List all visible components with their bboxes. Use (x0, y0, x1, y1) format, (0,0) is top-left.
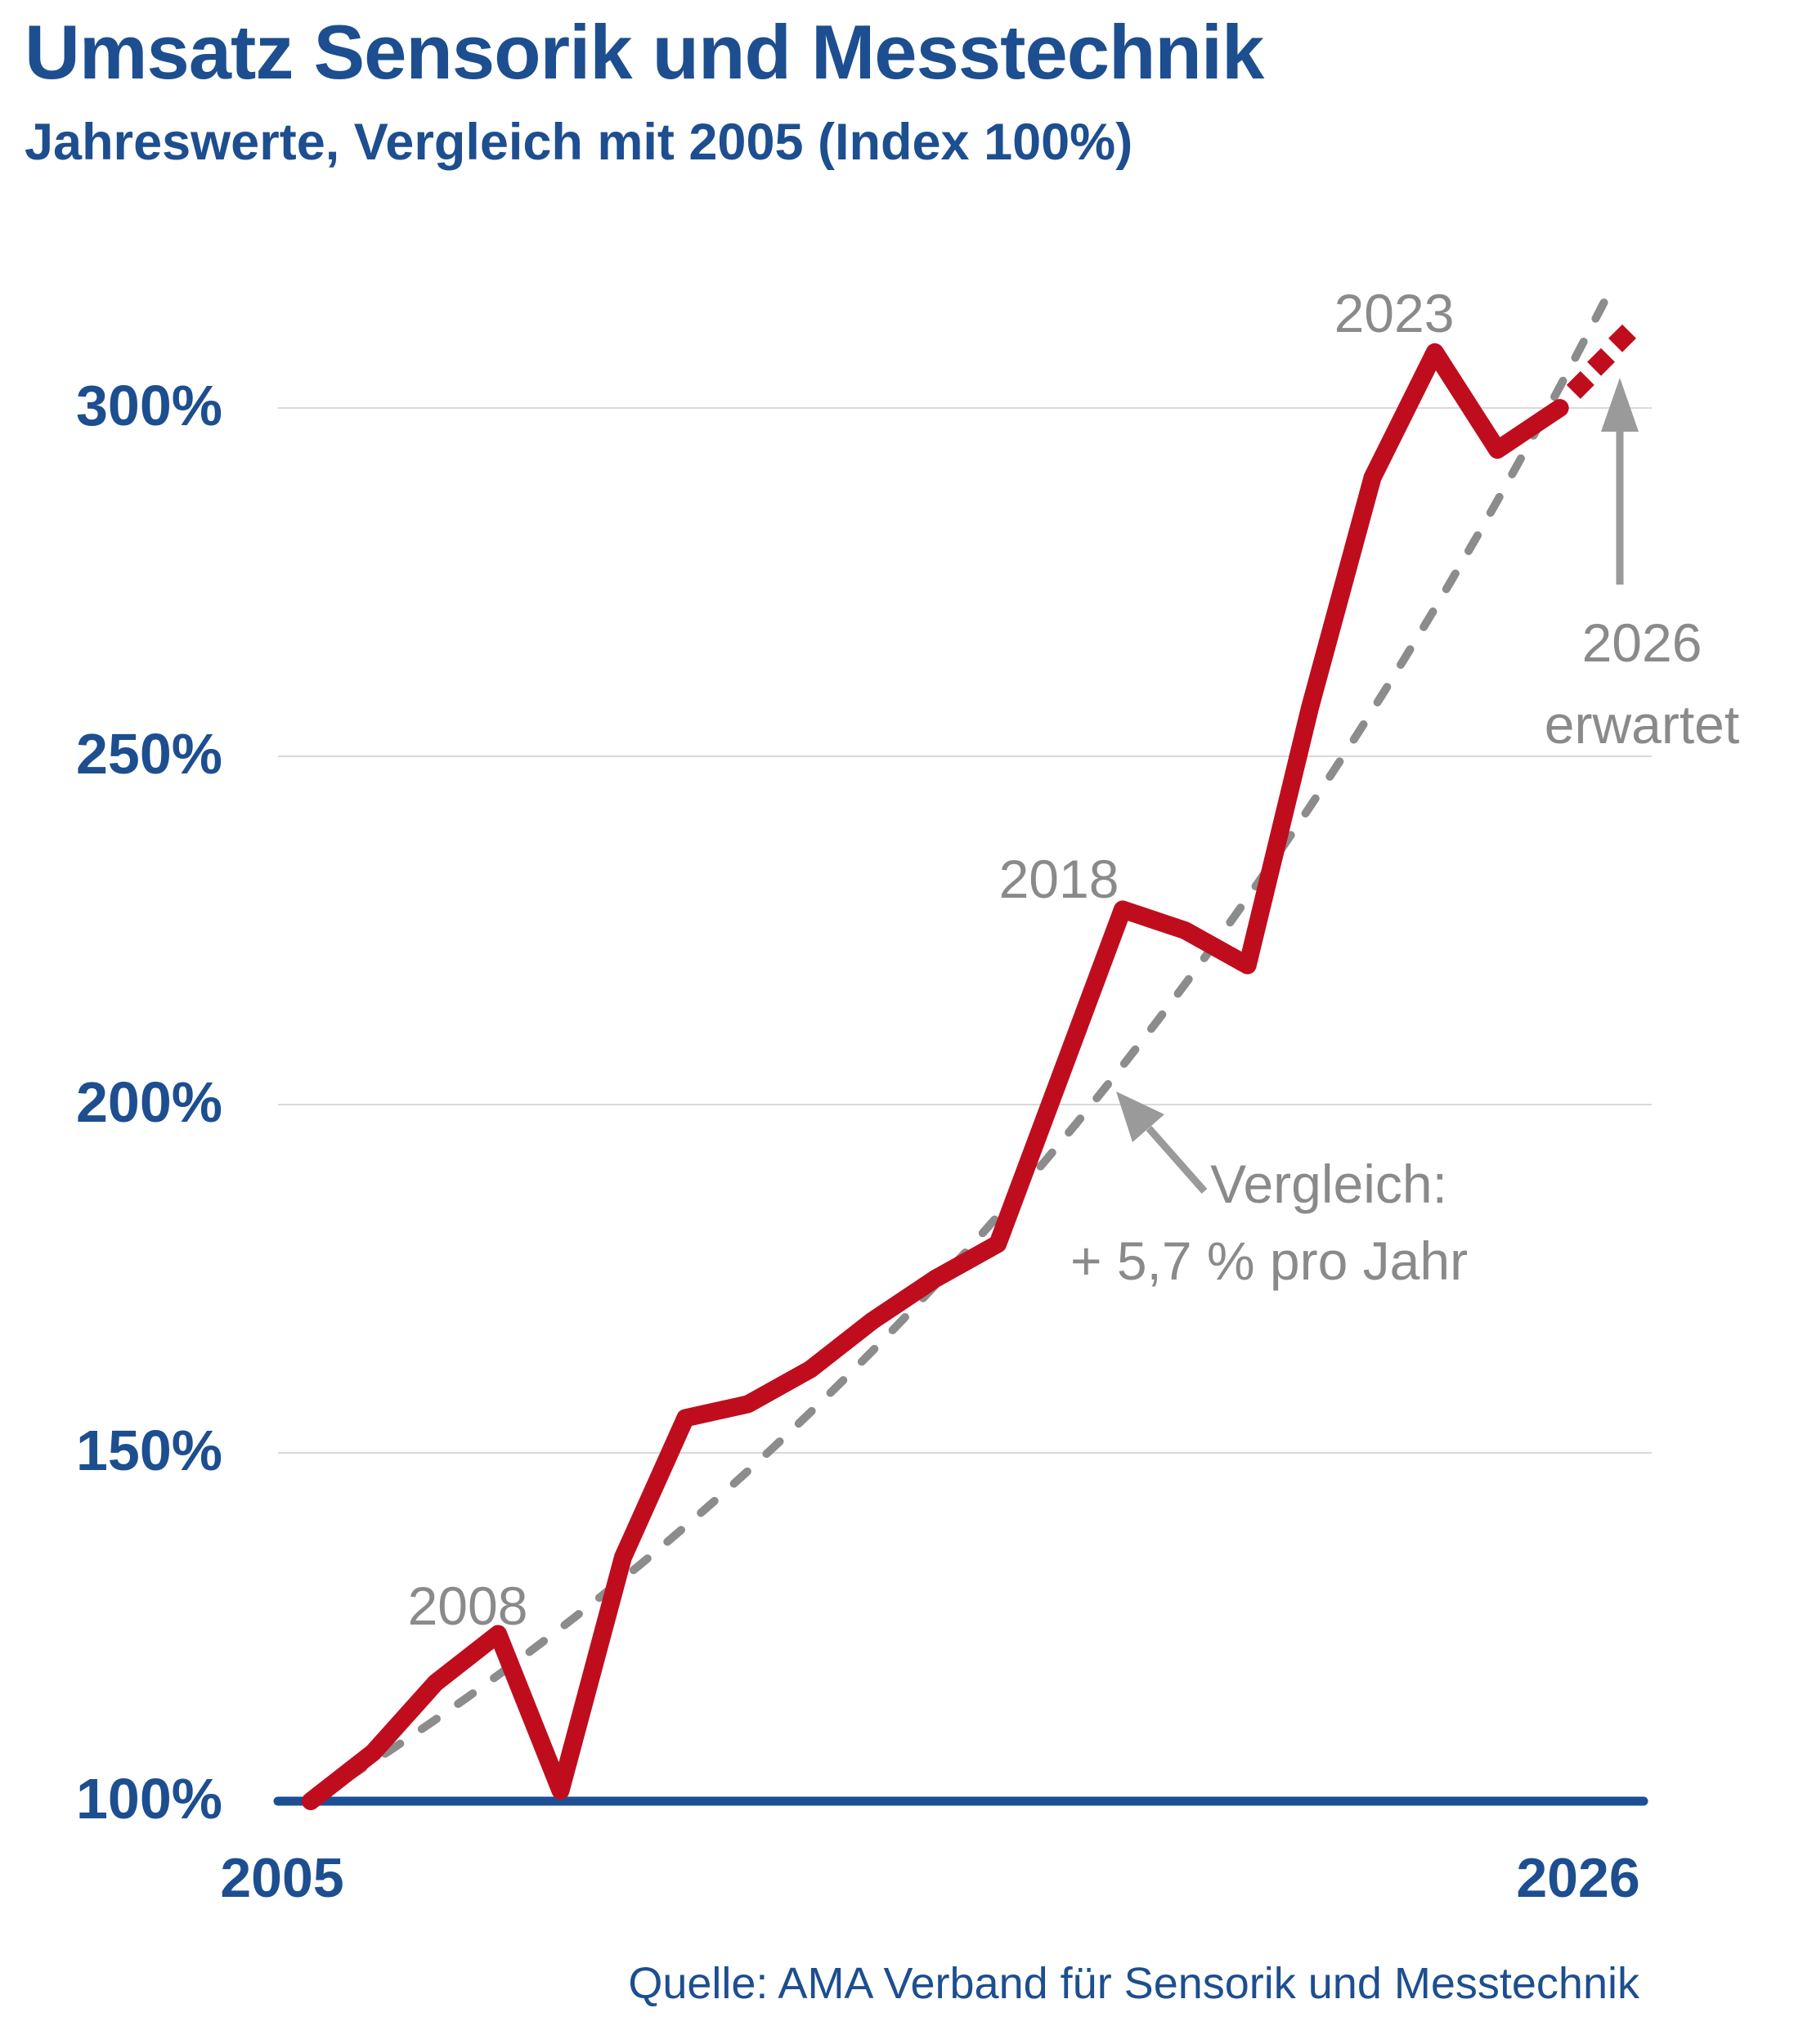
forecast-dot (1608, 324, 1636, 352)
revenue-line (302, 343, 1569, 1810)
forecast-dot (1566, 370, 1594, 399)
y-axis-tick-300: 300% (75, 373, 222, 437)
x-axis-tick-2005: 2005 (220, 1847, 344, 1909)
annotation-forecast-year: 2026 (1581, 612, 1702, 673)
annotation-forecast-label: erwartet (1544, 694, 1740, 755)
x-axis-tick-2026: 2026 (1516, 1847, 1640, 1909)
vergleich-arrow-head (1116, 1091, 1164, 1142)
vergleich-arrow-shaft (1146, 1126, 1208, 1194)
annotation-vergleich-rate: + 5,7 % pro Jahr (1070, 1230, 1469, 1291)
annotation-vergleich-title: Vergleich: (1210, 1154, 1447, 1214)
source-credit: Quelle: AMA Verband für Sensorik und Mes… (628, 1959, 1639, 2008)
y-axis-tick-200: 200% (75, 1069, 222, 1134)
annotation-2018: 2018 (998, 849, 1119, 909)
annotation-2008: 2008 (407, 1576, 528, 1636)
forecast-arrow-head (1601, 378, 1639, 432)
annotation-2023: 2023 (1334, 283, 1455, 343)
y-axis-tick-150: 150% (75, 1418, 222, 1482)
page-subtitle: Jahreswerte, Vergleich mit 2005 (Index 1… (25, 114, 1133, 171)
y-axis-tick-100: 100% (75, 1766, 222, 1831)
y-axis-tick-250: 250% (75, 721, 222, 786)
forecast-dot (1587, 347, 1615, 376)
page-title: Umsatz Sensorik und Messtechnik (25, 9, 1264, 95)
